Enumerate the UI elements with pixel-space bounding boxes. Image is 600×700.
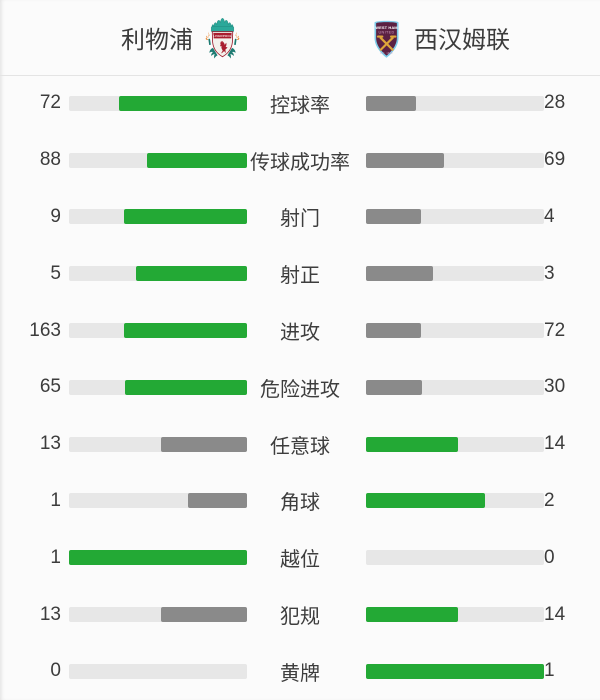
svg-text:LIVERPOOL: LIVERPOOL [213, 33, 232, 37]
svg-text:WEST HAM: WEST HAM [375, 25, 398, 30]
svg-text:F.C. 1900: F.C. 1900 [380, 51, 393, 54]
svg-text:UNITED: UNITED [378, 30, 394, 34]
